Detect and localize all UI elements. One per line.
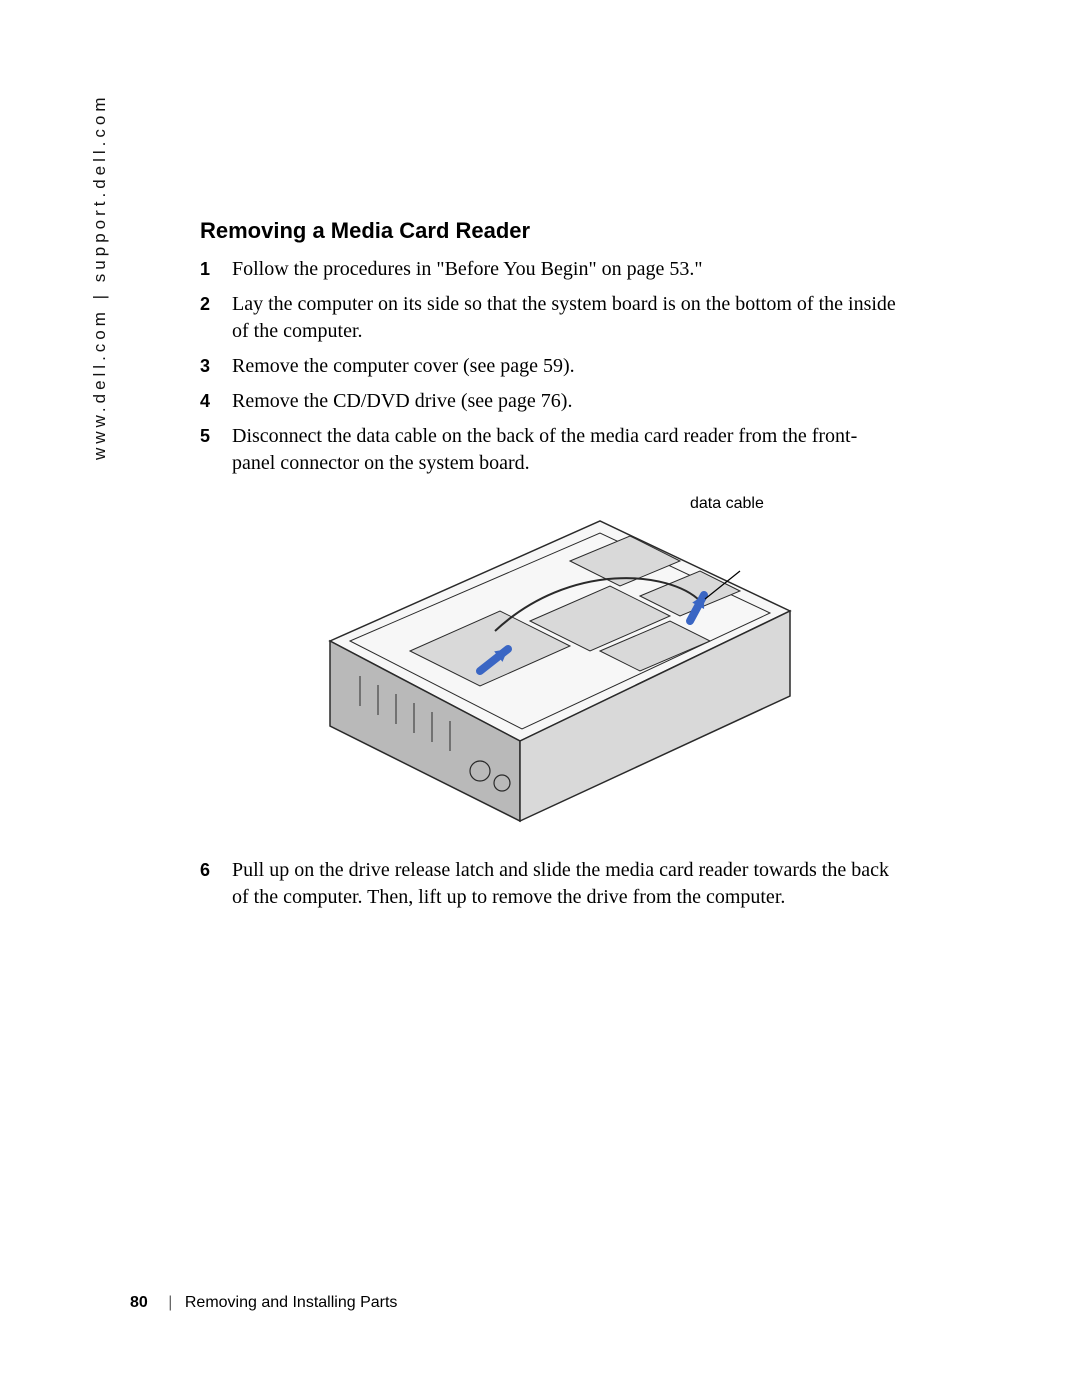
content-block: Removing a Media Card Reader 1 Follow the… <box>200 218 900 919</box>
computer-diagram <box>270 501 830 841</box>
step-item: 5 Disconnect the data cable on the back o… <box>200 423 900 477</box>
section-heading: Removing a Media Card Reader <box>200 218 900 244</box>
figure-callout-label: data cable <box>690 495 764 513</box>
chapter-title: Removing and Installing Parts <box>185 1294 398 1311</box>
figure <box>200 501 900 841</box>
steps-list-top: 1 Follow the procedures in "Before You Be… <box>200 256 900 477</box>
step-number: 5 <box>200 424 210 448</box>
page: www.dell.com | support.dell.com Removing… <box>0 0 1080 1397</box>
side-url: www.dell.com | support.dell.com <box>90 93 110 460</box>
step-item: 2 Lay the computer on its side so that th… <box>200 291 900 345</box>
step-item: 4 Remove the CD/DVD drive (see page 76). <box>200 388 900 415</box>
step-text: Remove the computer cover (see page 59). <box>232 355 575 377</box>
step-text: Follow the procedures in "Before You Beg… <box>232 258 703 280</box>
step-text: Remove the CD/DVD drive (see page 76). <box>232 390 572 412</box>
steps-list-bottom: 6 Pull up on the drive release latch and … <box>200 857 900 911</box>
step-number: 2 <box>200 292 210 316</box>
step-text: Lay the computer on its side so that the… <box>232 293 896 342</box>
page-number: 80 <box>130 1294 148 1311</box>
step-text: Pull up on the drive release latch and s… <box>232 859 889 908</box>
step-number: 1 <box>200 257 210 281</box>
step-number: 6 <box>200 858 210 882</box>
footer-separator: | <box>168 1294 172 1311</box>
step-item: 6 Pull up on the drive release latch and … <box>200 857 900 911</box>
step-text: Disconnect the data cable on the back of… <box>232 425 857 474</box>
step-number: 3 <box>200 354 210 378</box>
step-item: 3 Remove the computer cover (see page 59)… <box>200 353 900 380</box>
step-number: 4 <box>200 389 210 413</box>
page-footer: 80 | Removing and Installing Parts <box>130 1294 397 1312</box>
step-item: 1 Follow the procedures in "Before You Be… <box>200 256 900 283</box>
